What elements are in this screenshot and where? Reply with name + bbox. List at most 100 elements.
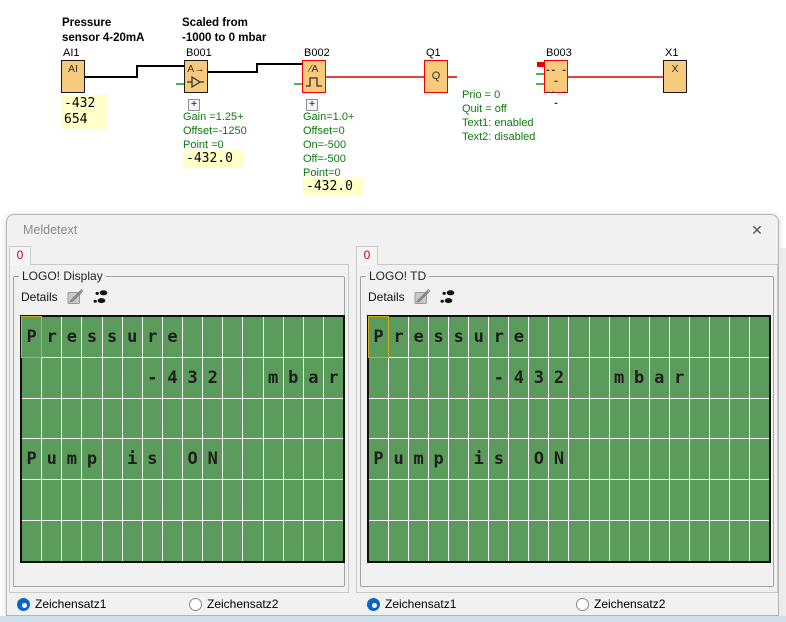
lcd-cell[interactable]: u [469,317,489,357]
lcd-cell[interactable] [323,317,343,357]
lcd-cell[interactable] [689,317,709,357]
lcd-cell[interactable]: r [669,357,689,398]
lcd-cell[interactable] [669,317,689,357]
lcd-cell[interactable] [203,480,223,521]
radio-zeichensatz2[interactable]: Zeichensatz2 [576,597,665,611]
lcd-cell[interactable] [449,521,469,561]
lcd-cell[interactable] [509,521,529,561]
lcd-cell[interactable] [323,480,343,521]
lcd-cell[interactable] [749,439,769,480]
lcd-cell[interactable]: 2 [549,357,569,398]
block-b002[interactable]: B002 ∕A [302,47,330,93]
lcd-cell[interactable] [709,398,729,439]
lcd-cell[interactable]: O [183,439,203,480]
radio-zeichensatz1[interactable]: Zeichensatz1 [17,597,106,611]
lcd-cell[interactable] [729,317,749,357]
tab-message-0-display[interactable]: 0 [9,246,31,265]
lcd-cell[interactable] [449,398,469,439]
lcd-cell[interactable] [22,357,42,398]
lcd-cell[interactable] [589,357,609,398]
lcd-cell[interactable] [203,398,223,439]
lcd-cell[interactable] [42,398,62,439]
lcd-cell[interactable] [709,317,729,357]
radio-zeichensatz1[interactable]: Zeichensatz1 [367,597,456,611]
lcd-cell[interactable]: r [323,357,343,398]
tab-message-0-td[interactable]: 0 [356,246,378,265]
lcd-cell[interactable] [389,521,409,561]
lcd-cell[interactable]: e [162,317,182,357]
lcd-cell[interactable] [243,357,263,398]
lcd-cell[interactable] [303,398,323,439]
lcd-cell[interactable] [749,480,769,521]
block-x1[interactable]: X1 X [663,47,687,93]
lcd-cell[interactable] [42,357,62,398]
lcd-cell[interactable]: e [509,317,529,357]
lcd-cell[interactable]: r [142,317,162,357]
lcd-cell[interactable] [629,480,649,521]
lcd-cell[interactable] [549,521,569,561]
lcd-cell-cursor[interactable]: P [20,316,43,358]
lcd-cell[interactable]: P [369,439,389,480]
lcd-cell[interactable] [689,521,709,561]
lcd-cell[interactable]: N [203,439,223,480]
block-b003[interactable]: B003 -- -- -- -- [544,47,572,109]
lcd-cell[interactable] [263,521,283,561]
lcd-cell[interactable] [162,521,182,561]
lcd-cell[interactable] [243,398,263,439]
lcd-cell[interactable]: e [62,317,82,357]
lcd-cell[interactable] [142,521,162,561]
lcd-cell[interactable] [102,521,122,561]
lcd-cell[interactable] [489,521,509,561]
lcd-cell[interactable] [389,398,409,439]
lcd-cell[interactable] [649,317,669,357]
lcd-cell[interactable]: 4 [162,357,182,398]
lcd-cell[interactable] [409,398,429,439]
lcd-cell[interactable] [549,480,569,521]
lcd-cell[interactable]: p [429,439,449,480]
lcd-cell[interactable] [609,398,629,439]
lcd-cell[interactable] [283,439,303,480]
lcd-cell[interactable] [369,521,389,561]
lcd-cell[interactable] [729,398,749,439]
lcd-cell[interactable]: s [489,439,509,480]
lcd-cell[interactable] [62,398,82,439]
lcd-cell[interactable] [323,439,343,480]
lcd-cell[interactable] [589,521,609,561]
lcd-cell[interactable] [449,480,469,521]
lcd-cell[interactable] [689,480,709,521]
lcd-cell[interactable] [102,357,122,398]
lcd-cell[interactable] [609,317,629,357]
lcd-cell[interactable] [283,521,303,561]
lcd-cell[interactable] [243,439,263,480]
lcd-cell[interactable] [323,398,343,439]
lcd-cell[interactable] [429,480,449,521]
lcd-cell[interactable] [569,317,589,357]
lcd-cell[interactable]: u [42,439,62,480]
lcd-cell[interactable] [569,521,589,561]
lcd-cell[interactable] [529,521,549,561]
close-icon[interactable]: ✕ [751,222,763,238]
lcd-cell[interactable] [589,480,609,521]
lcd-cell[interactable] [729,439,749,480]
lcd-cell[interactable] [609,521,629,561]
lcd-cell[interactable]: m [263,357,283,398]
edit-details-icon[interactable] [67,289,84,305]
lcd-cell[interactable] [569,480,589,521]
lcd-cell[interactable] [82,357,102,398]
lcd-cell[interactable] [469,357,489,398]
lcd-cell[interactable] [749,357,769,398]
lcd-cell[interactable]: a [649,357,669,398]
lcd-cell[interactable] [569,357,589,398]
lcd-cell[interactable] [589,439,609,480]
lcd-cell[interactable]: p [82,439,102,480]
lcd-cell[interactable] [749,398,769,439]
lcd-cell[interactable] [649,398,669,439]
lcd-cell[interactable] [122,521,142,561]
block-q1[interactable]: Q1 Q [424,47,448,93]
lcd-cell[interactable]: m [609,357,629,398]
lcd-cell-cursor[interactable]: P [367,316,390,358]
expand-button-b002[interactable]: + [306,99,318,111]
lcd-cell[interactable] [283,317,303,357]
